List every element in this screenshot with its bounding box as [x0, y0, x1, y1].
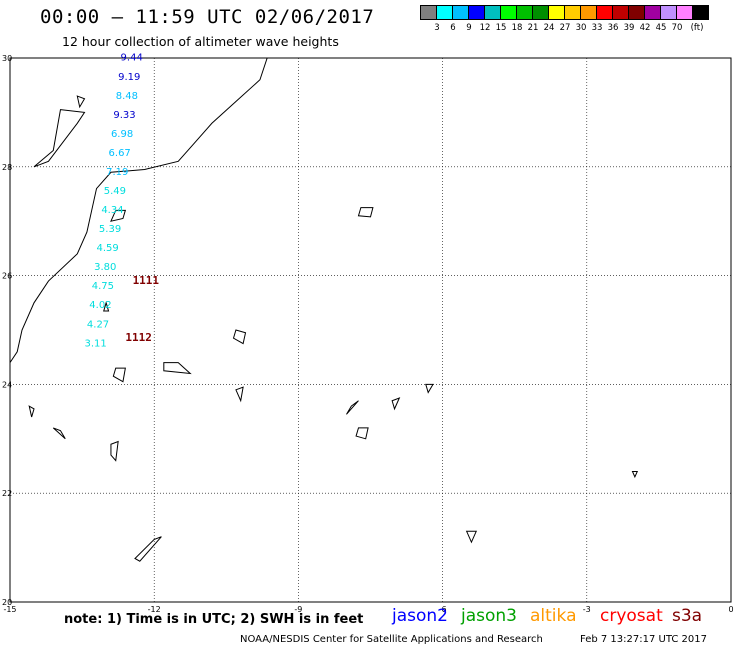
colorbar-label: 45	[655, 23, 667, 33]
wave-height-label: 3.80	[94, 262, 116, 273]
lon-tick-label: -12	[148, 605, 161, 614]
wave-height-label: 4.02	[89, 300, 111, 311]
colorbar-label: 27	[559, 23, 571, 33]
pass-number-label: 1112	[125, 331, 152, 344]
lat-tick-label: 20	[2, 598, 12, 607]
island-outline	[110, 440, 119, 462]
island-outline	[110, 209, 127, 222]
island-outline	[465, 530, 478, 544]
island-outline	[232, 329, 247, 345]
pass-number-label: 1111	[133, 274, 160, 287]
colorbar-label: 15	[495, 23, 507, 33]
colorbar-label: 3	[434, 23, 440, 33]
island-outline	[235, 386, 244, 403]
wave-height-label: 4.27	[87, 319, 109, 330]
satellite-legend-s3a: s3a	[672, 606, 703, 626]
lat-tick-label: 24	[2, 380, 12, 389]
lat-tick-label: 26	[2, 272, 12, 281]
island-outline	[357, 207, 374, 218]
colorbar-label: 12	[479, 23, 491, 33]
colorbar-labels: 3 6 9 12 15 18 21 24 27 30 33 36 39 42 45 70 (ft)	[420, 23, 740, 35]
satellite-legend-altika: altika	[530, 606, 577, 626]
island-outline	[112, 367, 126, 383]
wave-height-label: 6.67	[109, 148, 131, 159]
wave-height-label: 4.59	[97, 243, 119, 254]
island-outline	[134, 536, 162, 562]
map-frame	[9, 57, 732, 603]
map-title: 00:00 – 11:59 UTC 02/06/2017	[40, 6, 375, 28]
island-outline	[631, 470, 639, 479]
island-outline	[52, 427, 66, 440]
wave-height-label: 9.33	[113, 110, 135, 121]
colorbar-label: 70	[671, 23, 683, 33]
wave-height-colorbar	[420, 5, 709, 20]
colorbar-label: (ft)	[690, 23, 704, 33]
island-outline	[33, 109, 86, 168]
credit-line: NOAA/NESDIS Center for Satellite Applica…	[240, 634, 543, 645]
lat-tick-label: 30	[2, 54, 12, 63]
lon-tick-label: 0	[728, 605, 733, 614]
lon-tick-label: -6	[439, 605, 447, 614]
lon-tick-label: -9	[294, 605, 302, 614]
island-outline	[103, 301, 110, 312]
colorbar-label: 36	[607, 23, 619, 33]
colorbar-label: 9	[466, 23, 472, 33]
island-outline	[76, 95, 86, 109]
colorbar-label: 30	[575, 23, 587, 33]
colorbar-label: 33	[591, 23, 603, 33]
island-outline	[163, 362, 192, 375]
wave-height-label: 4.34	[101, 205, 123, 216]
island-outline	[425, 383, 434, 394]
wave-height-label: 8.48	[116, 91, 138, 102]
lon-tick-label: -3	[583, 605, 591, 614]
colorbar-label: 39	[623, 23, 635, 33]
wave-height-label: 4.75	[92, 281, 114, 292]
island-outline	[28, 405, 35, 418]
wave-height-label: 6.98	[111, 129, 133, 140]
wave-height-label: 5.49	[104, 186, 126, 197]
credit-timestamp: Feb 7 13:27:17 UTC 2017	[580, 634, 707, 645]
colorbar-label: 24	[543, 23, 555, 33]
lat-tick-label: 22	[2, 489, 12, 498]
wave-height-label: 3.11	[85, 338, 107, 349]
island-outline	[355, 427, 369, 440]
island-outline	[391, 397, 401, 411]
satellite-legend-jason3: jason3	[461, 606, 517, 626]
colorbar-label: 21	[527, 23, 539, 33]
lat-tick-label: 28	[2, 163, 12, 172]
coastline	[9, 57, 268, 363]
satellite-legend-jason2: jason2	[392, 606, 448, 626]
satellite-legend-cryosat: cryosat	[600, 606, 663, 626]
wave-height-label: 5.39	[99, 224, 121, 235]
wave-height-label: 9.19	[118, 72, 140, 83]
map-subtitle: 12 hour collection of altimeter wave hei…	[62, 34, 339, 49]
colorbar-swatch	[692, 5, 709, 20]
footer-note: note: 1) Time is in UTC; 2) SWH is in fe…	[64, 612, 364, 627]
colorbar-label: 42	[639, 23, 651, 33]
lon-tick-label: -15	[3, 605, 16, 614]
wave-height-label: 7.19	[106, 167, 128, 178]
island-outline	[346, 400, 359, 415]
colorbar-label: 6	[450, 23, 456, 33]
colorbar-label: 18	[511, 23, 523, 33]
wave-height-label: 9.44	[121, 53, 143, 64]
